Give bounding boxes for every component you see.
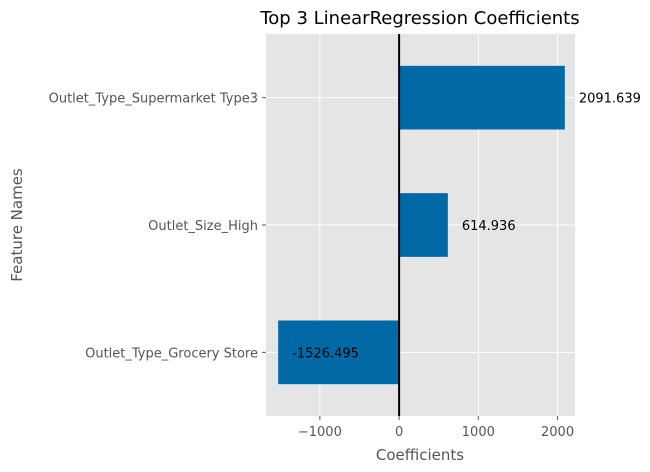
chart-title: Top 3 LinearRegression Coefficients <box>259 8 579 29</box>
y-axis-ticks: Outlet_Type_Supermarket Type3 Outlet_Size… <box>49 92 266 361</box>
x-tick-label: −1000 <box>298 425 342 440</box>
x-tick-label: 2000 <box>541 425 574 440</box>
bar-value-label: 614.936 <box>462 219 516 234</box>
bar <box>399 65 565 130</box>
data-labels: 2091.639 614.936 -1526.495 <box>292 92 641 362</box>
bar-value-label: 2091.639 <box>579 92 641 107</box>
x-tick-label: 0 <box>395 425 403 440</box>
y-tick-label: Outlet_Type_Grocery Store <box>85 346 258 361</box>
y-tick-label: Outlet_Size_High <box>148 219 258 234</box>
bars <box>278 65 565 385</box>
bar <box>399 193 448 257</box>
x-axis-label: Coefficients <box>376 446 464 464</box>
x-axis-ticks: −1000 0 1000 2000 <box>298 416 574 440</box>
y-axis-label: Feature Names <box>8 168 26 282</box>
y-tick-label: Outlet_Type_Supermarket Type3 <box>49 92 258 107</box>
bar <box>278 320 400 385</box>
bar-value-label: -1526.495 <box>292 346 359 361</box>
x-tick-label: 1000 <box>462 425 495 440</box>
